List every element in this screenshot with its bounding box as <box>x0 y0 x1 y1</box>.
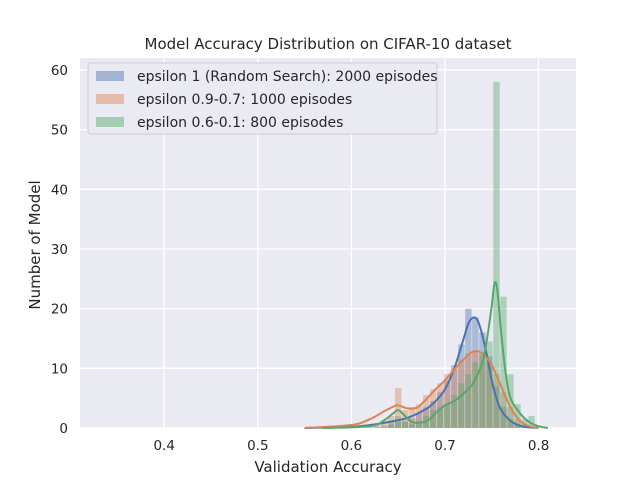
histogram-bar-series-2 <box>479 356 486 428</box>
legend-box <box>87 62 438 135</box>
histogram-bar-series-1 <box>479 332 486 428</box>
chart-title: Model Accuracy Distribution on CIFAR-10 … <box>145 35 512 53</box>
histogram-bar-series-3 <box>493 81 500 428</box>
histogram-bar-series-2 <box>458 359 465 428</box>
histogram-bar-series-1 <box>401 420 409 428</box>
histogram-bar-series-3 <box>387 422 395 428</box>
bars-layer <box>366 81 535 428</box>
y-tick-label: 0 <box>59 421 68 437</box>
legend-swatch-series-2 <box>96 94 124 104</box>
y-tick-label: 50 <box>51 123 68 139</box>
histogram-bar-series-2 <box>444 374 451 428</box>
y-tick-label: 30 <box>51 242 68 258</box>
histogram-bar-series-2 <box>380 420 388 428</box>
histogram-bar-series-2 <box>416 404 423 428</box>
histogram-bar-series-2 <box>430 389 437 428</box>
histogram-bar-series-3 <box>465 374 472 428</box>
histogram-bar-series-1 <box>472 317 479 428</box>
histogram-bar-series-2 <box>437 383 444 428</box>
legend-swatch-series-3 <box>96 117 124 127</box>
kde-layer <box>304 280 549 429</box>
histogram-bar-series-1 <box>465 308 472 428</box>
legend-label-series-3: epsilon 0.6-0.1: 800 episodes <box>137 115 343 131</box>
kde-line-series-1 <box>304 316 539 429</box>
histogram-bar-series-1 <box>394 422 402 428</box>
histogram-bar-series-1 <box>500 407 507 428</box>
histogram-bar-series-2 <box>514 419 521 428</box>
histogram-bar-series-3 <box>528 416 535 428</box>
x-axis-label: Validation Accuracy <box>254 458 401 476</box>
histogram-bar-series-3 <box>437 407 444 428</box>
histogram-bar-series-3 <box>451 395 458 428</box>
legend-label-series-2: epsilon 0.9-0.7: 1000 episodes <box>137 92 352 108</box>
histogram-bar-series-3 <box>472 362 479 428</box>
histogram-bar-series-2 <box>465 353 472 428</box>
legend-swatch-series-1 <box>96 71 124 81</box>
histogram-bar-series-3 <box>430 410 437 428</box>
y-tick-label: 10 <box>51 361 68 377</box>
legend-label-series-1: epsilon 1 (Random Search): 2000 episodes <box>137 69 438 85</box>
x-tick-label: 0.6 <box>341 438 362 454</box>
histogram-bar-series-1 <box>416 413 423 428</box>
histogram-bar-series-2 <box>409 407 416 428</box>
x-tick-label: 0.7 <box>434 438 455 454</box>
y-tick-label: 60 <box>51 63 68 79</box>
histogram-bar-series-2 <box>373 423 381 428</box>
histogram-bar-series-3 <box>416 420 423 428</box>
histogram-bar-series-1 <box>373 426 381 428</box>
histogram-bar-series-3 <box>444 404 451 428</box>
histogram-bar-series-1 <box>493 386 500 428</box>
histogram-bar-series-2 <box>394 388 402 428</box>
kde-line-series-2 <box>304 350 539 429</box>
histogram-bar-series-2 <box>451 368 458 428</box>
histogram-bar-series-3 <box>409 424 416 428</box>
histogram-bar-series-2 <box>472 350 479 428</box>
x-tick-label: 0.8 <box>528 438 549 454</box>
histogram-bar-series-3 <box>458 383 465 428</box>
histogram-bar-series-1 <box>380 425 388 428</box>
y-axis-label: Number of Model <box>26 180 44 309</box>
histogram-bar-series-1 <box>451 365 458 428</box>
histogram-bar-series-1 <box>458 344 465 428</box>
x-tick-label: 0.4 <box>153 438 174 454</box>
histogram-bar-series-2 <box>423 395 430 428</box>
histogram-bar-series-1 <box>514 424 521 428</box>
histogram-bar-series-3 <box>401 422 409 428</box>
histogram-bar-series-2 <box>507 407 514 428</box>
histogram-bar-series-3 <box>514 404 521 428</box>
histogram-bar-series-1 <box>486 356 493 428</box>
histogram-bar-series-3 <box>479 353 486 428</box>
histogram-bar-series-3 <box>486 341 493 428</box>
y-tick-label: 40 <box>51 182 68 198</box>
histogram-bar-series-3 <box>507 374 514 428</box>
histogram-bar-series-1 <box>409 418 416 428</box>
legend: epsilon 1 (Random Search): 2000 episodes… <box>87 62 438 135</box>
ticks-layer: 0.4 0.5 0.6 0.7 0.8 0 10 20 30 40 50 60 <box>51 63 549 454</box>
kde-line-series-3 <box>323 280 549 429</box>
histogram-bar-series-2 <box>486 362 493 428</box>
histogram-bar-series-1 <box>387 424 395 428</box>
histogram-bar-series-1 <box>423 407 430 428</box>
histogram-bar-series-2 <box>500 392 507 428</box>
histogram-bar-series-1 <box>507 419 514 428</box>
histogram-bar-series-3 <box>394 416 402 428</box>
x-tick-label: 0.5 <box>247 438 268 454</box>
y-tick-label: 20 <box>51 302 68 318</box>
